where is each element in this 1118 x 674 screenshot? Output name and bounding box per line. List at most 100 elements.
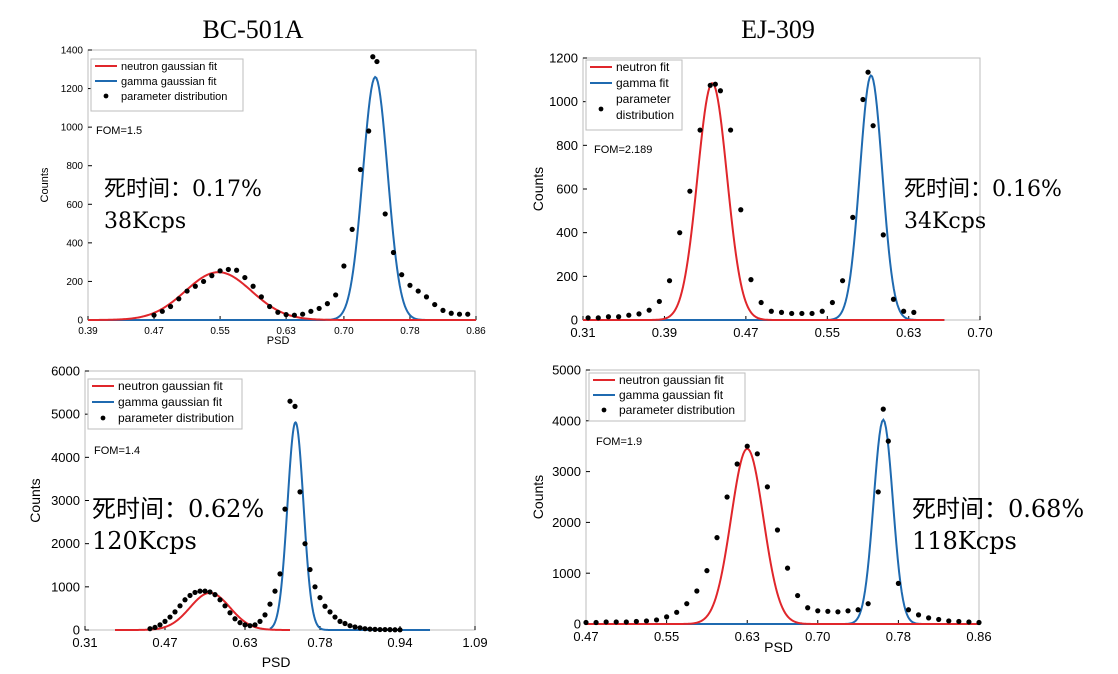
data-point <box>885 438 891 444</box>
y-axis-label: Counts <box>27 478 43 522</box>
data-point <box>312 584 318 590</box>
data-point <box>382 626 388 633</box>
data-point <box>308 308 314 314</box>
legend-entry: parameter distribution <box>619 403 735 417</box>
data-point <box>870 123 876 129</box>
x-tick-label: 0.63 <box>735 629 760 644</box>
y-tick-label: 0 <box>574 617 581 632</box>
data-point <box>764 484 770 490</box>
data-point <box>357 166 364 173</box>
data-point <box>258 294 264 300</box>
data-point <box>850 214 856 220</box>
y-tick-label: 1000 <box>552 566 581 581</box>
data-point <box>390 249 397 256</box>
y-tick-label: 600 <box>556 182 578 197</box>
x-tick-label: 0.63 <box>276 326 296 337</box>
dead-time-label: 死时间：0.68% <box>912 495 1084 523</box>
y-tick-label: 400 <box>556 225 578 240</box>
data-point <box>177 603 183 609</box>
fom-label: FOM=2.189 <box>594 144 652 156</box>
data-point <box>202 588 208 594</box>
data-point <box>250 283 256 289</box>
data-point <box>613 619 619 625</box>
data-point <box>349 226 355 232</box>
data-point <box>880 406 886 412</box>
legend-entry: parameter distribution <box>121 91 227 103</box>
x-tick-label: 0.55 <box>210 326 230 337</box>
x-tick-label: 0.94 <box>387 635 412 650</box>
column-title-left: BC-501A <box>202 15 303 44</box>
y-tick-label: 400 <box>66 238 83 249</box>
legend-box <box>87 378 243 430</box>
data-point <box>778 309 785 315</box>
data-point <box>234 267 240 273</box>
legend-entry-line: parameter <box>616 92 671 106</box>
data-point <box>915 612 922 618</box>
data-point <box>677 230 683 236</box>
data-point <box>147 626 153 632</box>
data-point <box>815 608 821 614</box>
y-tick-label: 0 <box>73 623 80 638</box>
count-rate-label: 120Kcps <box>92 527 197 555</box>
data-point <box>809 310 815 317</box>
data-point <box>176 296 182 302</box>
data-point <box>423 294 430 300</box>
data-point <box>367 626 373 632</box>
x-tick-label: 0.78 <box>400 326 420 337</box>
data-point <box>835 609 841 615</box>
x-tick-label: 0.63 <box>232 635 257 650</box>
data-point <box>880 232 886 238</box>
data-point <box>656 298 662 305</box>
legend-point-swatch <box>598 106 604 112</box>
legend-point-swatch <box>100 415 106 421</box>
neutron-fit-line <box>115 591 290 631</box>
fom-label: FOM=1.5 <box>96 125 142 137</box>
y-tick-label: 0 <box>77 316 83 327</box>
data-point <box>784 565 791 571</box>
data-point <box>232 616 238 622</box>
data-point <box>646 307 652 313</box>
data-point <box>370 54 376 60</box>
y-tick-label: 200 <box>556 269 578 284</box>
legend-entry: gamma fit <box>616 76 669 90</box>
data-point <box>926 615 932 621</box>
data-point <box>337 618 343 624</box>
data-point <box>200 278 207 285</box>
data-point <box>317 595 323 601</box>
data-point <box>717 88 724 94</box>
data-point <box>247 623 253 629</box>
data-point <box>152 624 158 631</box>
chart-bc501a-bottom: 0 1000 2000 3000 4000 5000 6000 0.31 0.47 0.63 0.7… <box>27 364 488 670</box>
x-tick-label: 0.78 <box>307 635 332 650</box>
data-point <box>262 612 268 618</box>
data-point <box>890 296 897 302</box>
data-point <box>946 618 952 624</box>
data-point <box>593 619 599 626</box>
x-axis-label: PSD <box>764 639 793 655</box>
data-point <box>605 314 612 320</box>
y-tick-label: 3000 <box>552 464 581 479</box>
data-point <box>865 69 871 75</box>
data-point <box>415 288 421 294</box>
data-point <box>283 312 289 318</box>
legend-entry: parameter distribution <box>118 411 234 425</box>
column-title-right: EJ-309 <box>741 15 815 44</box>
legend-entry: neutron gaussian fit <box>619 373 724 387</box>
data-point <box>225 266 231 273</box>
legend-entry: neutron fit <box>616 60 670 74</box>
legend-entry: parameter distribution <box>616 92 674 122</box>
x-tick-label: 0.47 <box>573 629 598 644</box>
data-point <box>789 310 795 317</box>
x-tick-label: 0.39 <box>652 325 677 340</box>
data-point <box>911 309 917 315</box>
data-point <box>322 603 328 609</box>
legend-entry: gamma gaussian fit <box>121 76 216 88</box>
legend-point-swatch <box>601 407 607 413</box>
x-tick-label: 0.70 <box>805 629 830 644</box>
y-tick-label: 1000 <box>51 579 80 594</box>
chart-ej309-bottom: 0 1000 2000 3000 4000 5000 0.47 0.55 0.63 0.70 0.7… <box>530 363 1084 655</box>
data-point <box>712 81 718 87</box>
count-rate-label: 118Kcps <box>912 527 1017 555</box>
data-point <box>432 301 438 308</box>
